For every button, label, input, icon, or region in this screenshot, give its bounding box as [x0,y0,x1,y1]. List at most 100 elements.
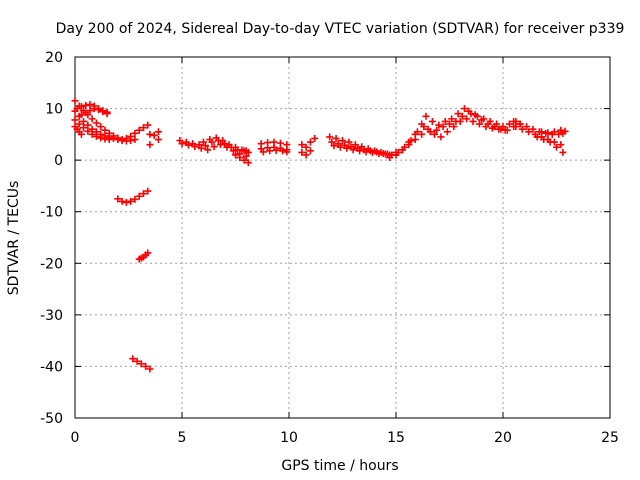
data-point [114,136,122,144]
data-point [533,133,541,141]
data-point [77,103,85,111]
data-point [343,144,351,152]
data-point [505,120,513,128]
data-point [339,137,346,145]
data-points [71,97,569,373]
y-tick-label: 20 [45,50,63,66]
data-point [463,115,471,123]
data-point [326,133,334,141]
data-point [428,117,436,125]
data-point [133,357,141,365]
data-point [478,116,486,124]
data-point [441,117,449,125]
data-point [516,120,524,128]
y-tick-label: -30 [40,308,63,324]
data-point [84,127,92,135]
data-point [336,143,344,151]
data-point [199,138,207,146]
y-tick-label: 10 [45,102,63,118]
data-point [88,130,96,138]
data-point [381,150,389,158]
series-arc-early-f [77,105,111,119]
series-arc-5-8b [178,140,250,160]
data-point [435,121,443,129]
data-point [561,127,569,135]
data-point [306,147,314,155]
data-point [225,141,233,149]
data-point [139,190,147,198]
series-dip-minus-39 [129,355,154,373]
data-point [229,147,237,155]
data-point [538,128,546,136]
data-point [73,105,81,113]
data-point [137,360,145,368]
data-point [398,146,406,154]
data-point [95,106,103,114]
data-point [311,134,319,142]
data-point [204,146,212,154]
y-tick-label: -20 [40,256,63,272]
data-point [99,108,107,116]
data-point [142,362,150,370]
x-tick-label: 5 [178,430,187,446]
data-point [332,134,340,142]
data-point [131,195,139,203]
data-point [146,365,154,373]
data-point [144,249,152,257]
y-axis-label: SDTVAR / TECUs [6,181,22,296]
data-point [392,148,400,156]
data-point [422,112,430,120]
data-point [77,130,85,138]
x-tick-label: 20 [494,430,512,446]
data-point [103,110,111,118]
data-point [129,355,137,363]
data-point [525,128,533,136]
data-point [238,146,246,154]
data-point [553,143,560,151]
y-tick-label: -10 [40,205,63,221]
data-point [345,138,353,146]
data-point [86,107,94,115]
data-point [388,151,396,159]
data-point [184,141,192,149]
data-point [458,112,466,120]
data-point [191,143,199,151]
data-point [330,142,338,150]
data-point [195,141,203,149]
data-point [118,197,126,205]
series-dip-minus-8 [114,187,152,206]
series-arc-15-23c [392,115,509,156]
data-point [495,125,503,133]
data-point [283,148,291,156]
data-point [437,133,445,141]
data-point [362,148,370,156]
x-axis-label: GPS time / hours [281,458,398,474]
data-point [127,197,135,205]
data-point [465,107,473,115]
data-point [88,115,96,123]
data-point [178,140,186,148]
data-point [131,136,139,144]
data-point [135,126,143,134]
data-point [90,105,98,113]
data-point [219,137,227,145]
data-point [546,138,554,146]
data-point [405,141,413,149]
data-point [80,124,88,132]
data-point [456,117,464,125]
data-point [420,123,428,131]
data-point [407,137,415,145]
data-point [80,117,88,125]
chart-title: Day 200 of 2024, Sidereal Day-to-day VTE… [56,21,625,37]
data-point [97,123,105,131]
data-point [127,137,135,145]
data-point [146,141,154,149]
data-point [75,120,83,128]
data-point [146,130,154,138]
series-arc-5-8c [199,134,250,155]
data-point [349,146,357,154]
data-point [328,138,336,146]
data-point [84,121,92,129]
data-point [144,187,152,195]
data-point [242,147,250,155]
